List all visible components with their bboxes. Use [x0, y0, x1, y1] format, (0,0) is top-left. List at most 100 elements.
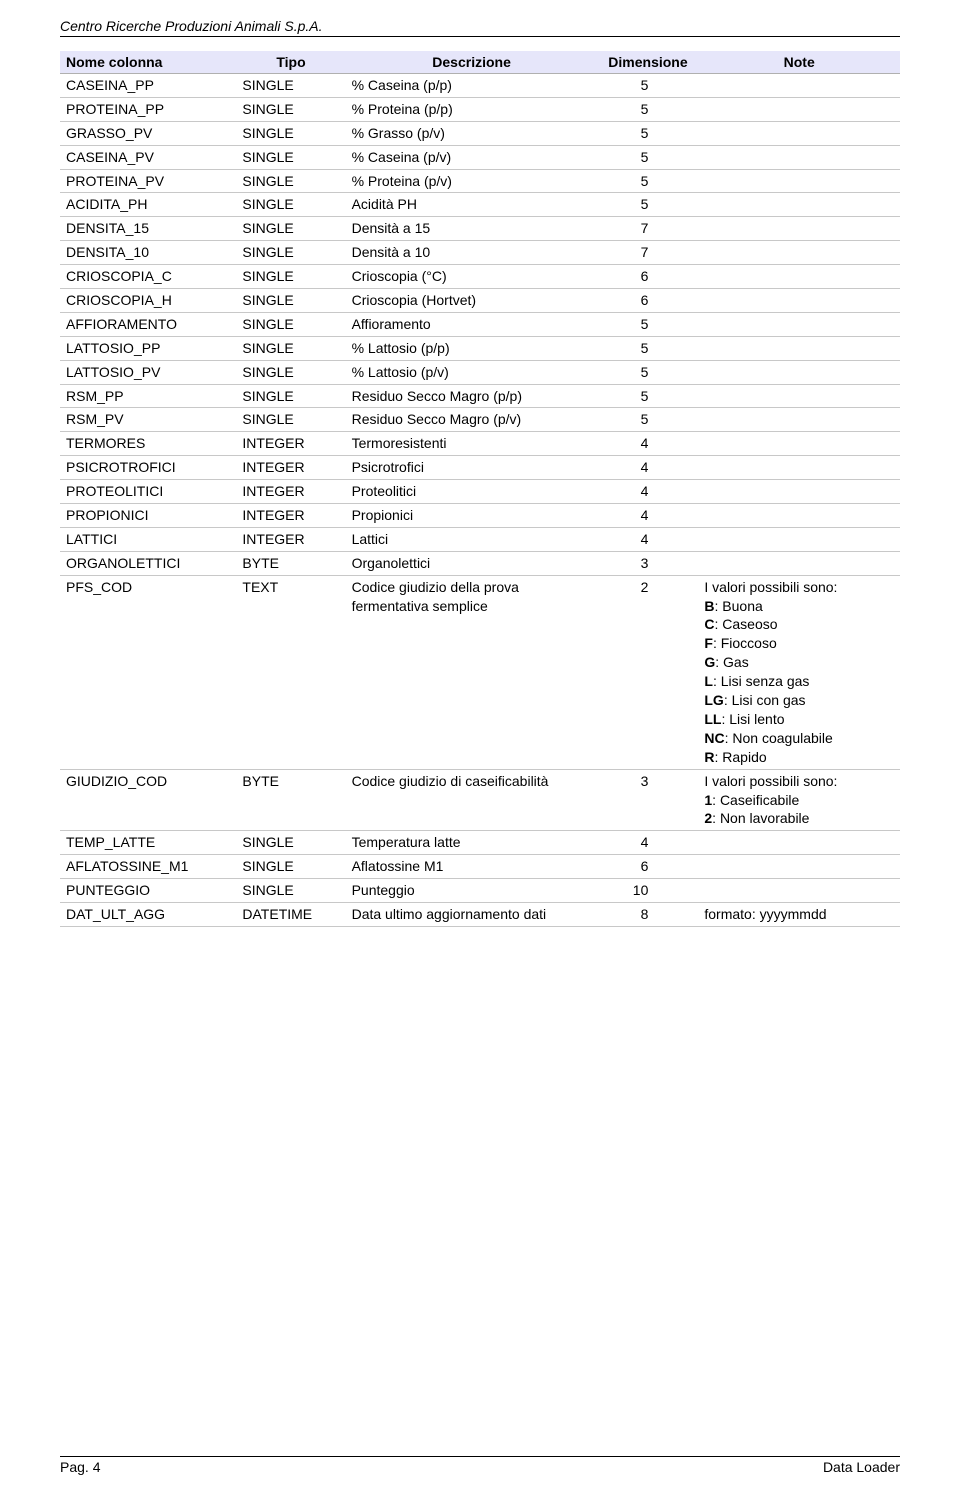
cell-dim: 5 [598, 408, 699, 432]
cell-tipo: SINGLE [236, 408, 345, 432]
cell-note [698, 74, 900, 98]
cell-note [698, 336, 900, 360]
cell-note: formato: yyyymmdd [698, 902, 900, 926]
cell-note [698, 241, 900, 265]
table-row: AFLATOSSINE_M1SINGLEAflatossine M16 [60, 855, 900, 879]
cell-nome: AFFIORAMENTO [60, 312, 236, 336]
table-row: PROTEINA_PPSINGLE% Proteina (p/p)5 [60, 97, 900, 121]
cell-tipo: SINGLE [236, 169, 345, 193]
table-row: AFFIORAMENTOSINGLEAffioramento5 [60, 312, 900, 336]
cell-note: I valori possibili sono:1: Caseificabile… [698, 769, 900, 831]
col-header-tipo: Tipo [236, 51, 345, 74]
cell-dim: 5 [598, 169, 699, 193]
table-row: DENSITA_10SINGLEDensità a 107 [60, 241, 900, 265]
cell-tipo: SINGLE [236, 97, 345, 121]
cell-dim: 6 [598, 265, 699, 289]
cell-nome: PROTEINA_PP [60, 97, 236, 121]
cell-nome: ORGANOLETTICI [60, 551, 236, 575]
cell-desc: Crioscopia (°C) [346, 265, 598, 289]
footer-right: Data Loader [823, 1459, 900, 1475]
cell-desc: Psicrotrofici [346, 456, 598, 480]
cell-desc: Organolettici [346, 551, 598, 575]
table-row: ORGANOLETTICIBYTEOrganolettici3 [60, 551, 900, 575]
cell-tipo: SINGLE [236, 289, 345, 313]
cell-nome: CRIOSCOPIA_H [60, 289, 236, 313]
cell-desc: % Proteina (p/v) [346, 169, 598, 193]
cell-desc: Propionici [346, 504, 598, 528]
cell-dim: 5 [598, 74, 699, 98]
cell-note [698, 831, 900, 855]
cell-nome: DENSITA_15 [60, 217, 236, 241]
cell-nome: LATTOSIO_PV [60, 360, 236, 384]
table-row: TERMORESINTEGERTermoresistenti4 [60, 432, 900, 456]
cell-tipo: INTEGER [236, 456, 345, 480]
cell-nome: CASEINA_PP [60, 74, 236, 98]
cell-tipo: DATETIME [236, 902, 345, 926]
page-header: Centro Ricerche Produzioni Animali S.p.A… [60, 18, 900, 37]
cell-desc: Acidità PH [346, 193, 598, 217]
cell-dim: 6 [598, 289, 699, 313]
table-row: GRASSO_PVSINGLE% Grasso (p/v)5 [60, 121, 900, 145]
cell-note [698, 289, 900, 313]
table-row: TEMP_LATTESINGLETemperatura latte4 [60, 831, 900, 855]
cell-dim: 4 [598, 432, 699, 456]
table-row: ACIDITA_PHSINGLEAcidità PH5 [60, 193, 900, 217]
table-row: RSM_PPSINGLEResiduo Secco Magro (p/p)5 [60, 384, 900, 408]
cell-nome: CRIOSCOPIA_C [60, 265, 236, 289]
cell-nome: PFS_COD [60, 575, 236, 769]
cell-desc: Crioscopia (Hortvet) [346, 289, 598, 313]
cell-desc: % Grasso (p/v) [346, 121, 598, 145]
cell-note [698, 97, 900, 121]
cell-nome: GIUDIZIO_COD [60, 769, 236, 831]
cell-note [698, 217, 900, 241]
cell-desc: % Caseina (p/v) [346, 145, 598, 169]
cell-tipo: SINGLE [236, 74, 345, 98]
cell-note [698, 879, 900, 903]
cell-dim: 5 [598, 312, 699, 336]
cell-tipo: SINGLE [236, 241, 345, 265]
cell-nome: LATTICI [60, 527, 236, 551]
cell-dim: 4 [598, 527, 699, 551]
cell-tipo: SINGLE [236, 312, 345, 336]
cell-note [698, 312, 900, 336]
col-header-dim: Dimensione [598, 51, 699, 74]
cell-desc: Affioramento [346, 312, 598, 336]
col-header-desc: Descrizione [346, 51, 598, 74]
table-row: LATTICIINTEGERLattici4 [60, 527, 900, 551]
table-row: PFS_CODTEXTCodice giudizio della prova f… [60, 575, 900, 769]
cell-desc: Temperatura latte [346, 831, 598, 855]
table-row: PSICROTROFICIINTEGERPsicrotrofici4 [60, 456, 900, 480]
col-header-nome: Nome colonna [60, 51, 236, 74]
table-row: CASEINA_PVSINGLE% Caseina (p/v)5 [60, 145, 900, 169]
cell-desc: Data ultimo aggiornamento dati [346, 902, 598, 926]
cell-dim: 2 [598, 575, 699, 769]
cell-desc: % Lattosio (p/p) [346, 336, 598, 360]
cell-tipo: SINGLE [236, 384, 345, 408]
cell-note [698, 145, 900, 169]
cell-dim: 7 [598, 241, 699, 265]
cell-desc: Punteggio [346, 879, 598, 903]
cell-note [698, 360, 900, 384]
footer-left: Pag. 4 [60, 1459, 100, 1475]
cell-nome: CASEINA_PV [60, 145, 236, 169]
table-row: CRIOSCOPIA_CSINGLECrioscopia (°C)6 [60, 265, 900, 289]
cell-nome: PROTEOLITICI [60, 480, 236, 504]
cell-nome: DAT_ULT_AGG [60, 902, 236, 926]
cell-nome: PROPIONICI [60, 504, 236, 528]
cell-nome: LATTOSIO_PP [60, 336, 236, 360]
cell-tipo: SINGLE [236, 217, 345, 241]
cell-tipo: INTEGER [236, 527, 345, 551]
cell-nome: RSM_PV [60, 408, 236, 432]
page-footer: Pag. 4 Data Loader [60, 1456, 900, 1475]
cell-tipo: TEXT [236, 575, 345, 769]
cell-dim: 7 [598, 217, 699, 241]
cell-tipo: SINGLE [236, 360, 345, 384]
cell-note [698, 480, 900, 504]
table-row: PROPIONICIINTEGERPropionici4 [60, 504, 900, 528]
cell-desc: Termoresistenti [346, 432, 598, 456]
cell-desc: % Caseina (p/p) [346, 74, 598, 98]
cell-dim: 5 [598, 336, 699, 360]
table-row: PROTEINA_PVSINGLE% Proteina (p/v)5 [60, 169, 900, 193]
cell-nome: TEMP_LATTE [60, 831, 236, 855]
cell-desc: Residuo Secco Magro (p/v) [346, 408, 598, 432]
